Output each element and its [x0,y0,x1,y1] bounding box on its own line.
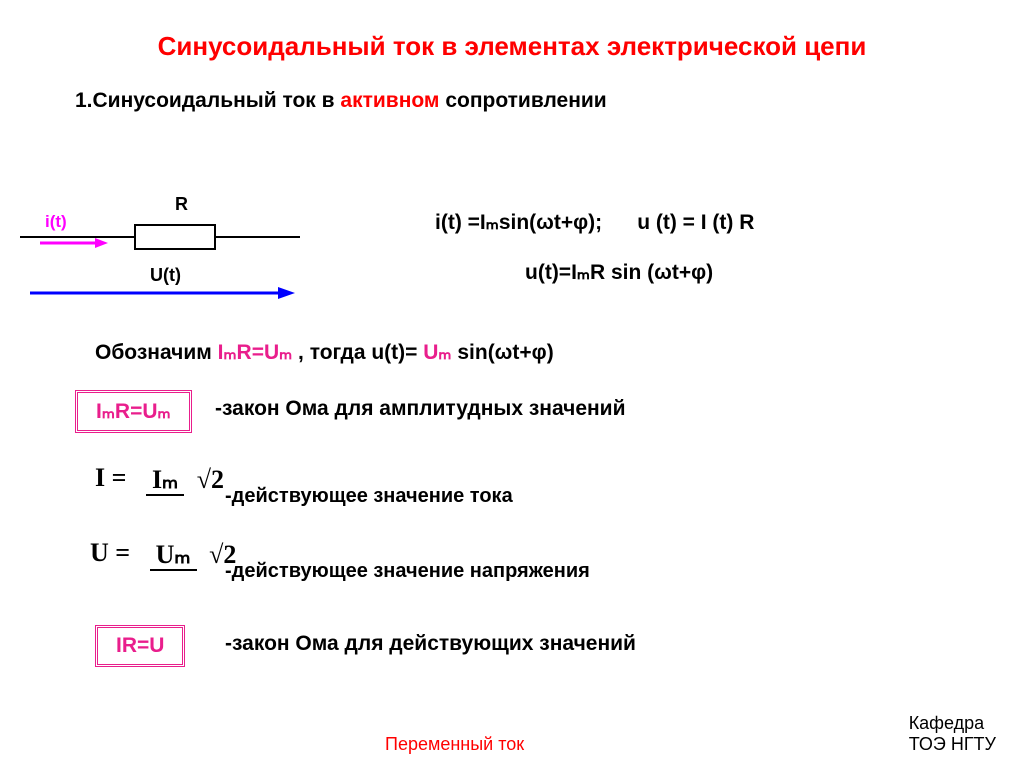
circuit-svg: R i(t) U(t) [20,195,300,310]
u-rms-desc: -действующее значение напряжения [225,560,590,583]
define-mid: , тогда u(t)= [292,341,423,364]
footer-right-line1: Кафедра [909,713,996,734]
box2-desc: -закон Ома для действующих значений [225,632,636,656]
slide-title: Синусоидальный ток в элементах электриче… [0,0,1024,64]
u-arrow-head [278,287,295,299]
i-rms-eq: I = Iₘ √2 [95,463,230,495]
i-rms-left: I = [95,463,126,492]
circuit-diagram: R i(t) U(t) [20,195,300,310]
footer-right: Кафедра ТОЭ НГТУ [909,713,996,755]
u-rms-eq: U = Uₘ √2 [90,538,242,570]
subtitle-pre: 1.Синусоидальный ток в [75,89,340,112]
box1-desc: -закон Ома для амплитудных значений [215,397,626,421]
box2-wrap: IR=U [95,625,185,667]
u-rms-left: U = [90,538,130,567]
subtitle-highlight: активном [340,89,439,112]
i-rms-num: Iₘ [146,465,184,496]
eq1a: i(t) =Iₘsin(ωt+φ); [435,211,602,234]
box2-formula: IR=U [95,625,185,667]
box1-wrap: IₘR=Uₘ [75,390,192,433]
u-label: U(t) [150,265,181,285]
define-pink: IₘR=Uₘ [218,341,293,364]
define-pink2: Uₘ [423,341,451,364]
box1-formula: IₘR=Uₘ [75,390,192,433]
eq2: u(t)=IₘR sin (ωt+φ) [525,260,713,285]
define-line: Обозначим IₘR=Uₘ , тогда u(t)= Uₘ sin(ωt… [95,340,554,365]
define-post: sin(ωt+φ) [452,341,554,364]
define-pre: Обозначим [95,341,218,364]
i-arrow-head [95,238,108,248]
footer-right-line2: ТОЭ НГТУ [909,734,996,755]
section-subtitle: 1.Синусоидальный ток в активном сопротив… [75,89,1024,113]
i-rms-desc: -действующее значение тока [225,485,513,508]
r-label: R [175,195,188,214]
i-label: i(t) [45,212,67,231]
eq1b: u (t) = I (t) R [637,211,754,234]
formula-block-1: i(t) =Iₘsin(ωt+φ); u (t) = I (t) R [435,210,754,235]
u-rms-num: Uₘ [150,540,197,571]
footer-left: Переменный ток [385,734,524,755]
subtitle-post: сопротивлении [439,89,606,112]
resistor-box [135,225,215,249]
